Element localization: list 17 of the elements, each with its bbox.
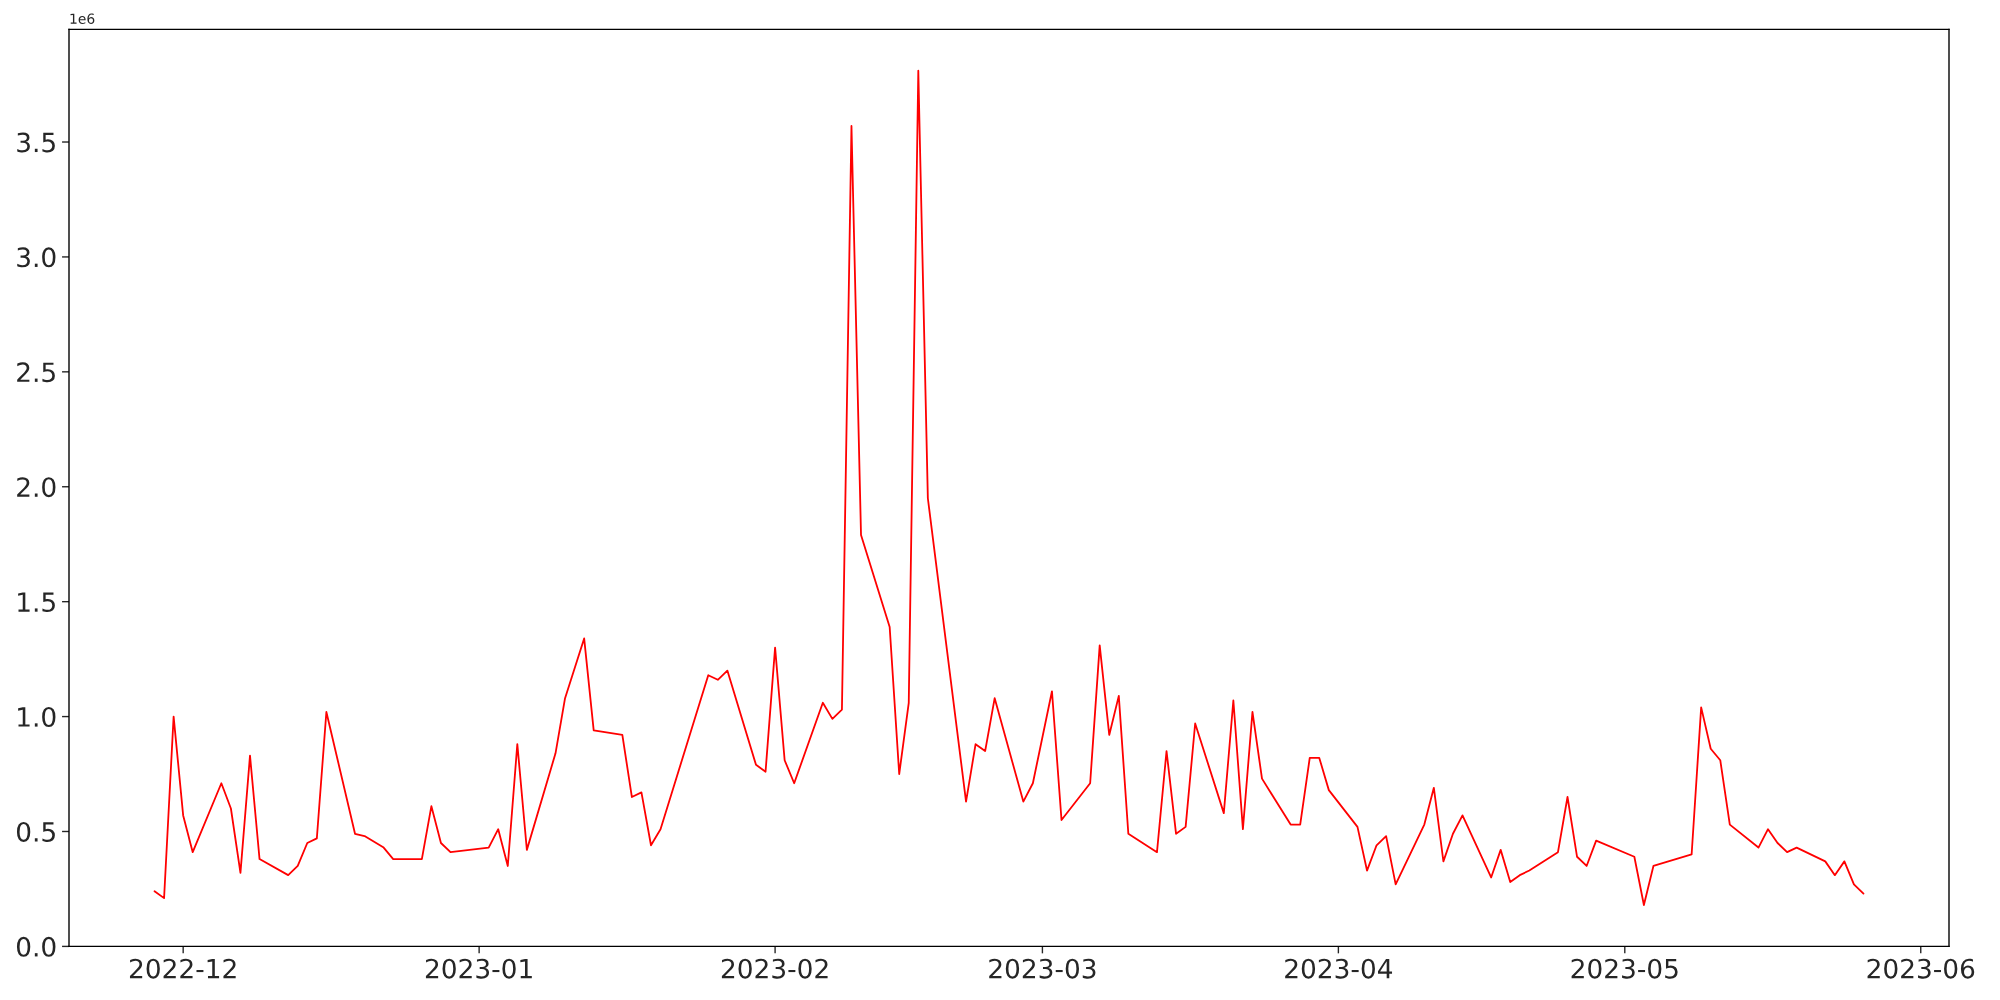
x-tick-label: 2023-05 — [1571, 958, 1678, 979]
text: 1e6 — [70, 13, 95, 24]
y-tick-label: 3.0 — [17, 247, 56, 268]
x-tick-label: 2022-12 — [129, 958, 236, 979]
x-tick-label: 2023-02 — [721, 958, 828, 979]
x-tick-label: 2023-04 — [1285, 958, 1393, 979]
y-tick-label: 0.0 — [16, 936, 56, 957]
y-tick-label: 2.0 — [17, 477, 56, 498]
x-tick-label: 2023-06 — [1867, 958, 1975, 979]
y-tick-label: 0.5 — [16, 821, 55, 842]
x-tick-label: 2023-03 — [989, 958, 1096, 979]
line-series — [153, 69, 1865, 906]
y-tick-label: 3.5 — [17, 132, 55, 153]
y-tick-label: 1.5 — [18, 592, 55, 613]
y-tick-label: 1.0 — [18, 707, 56, 727]
y-tick-label: 2.5 — [17, 362, 55, 383]
x-tick-label: 2023-01 — [425, 958, 532, 979]
